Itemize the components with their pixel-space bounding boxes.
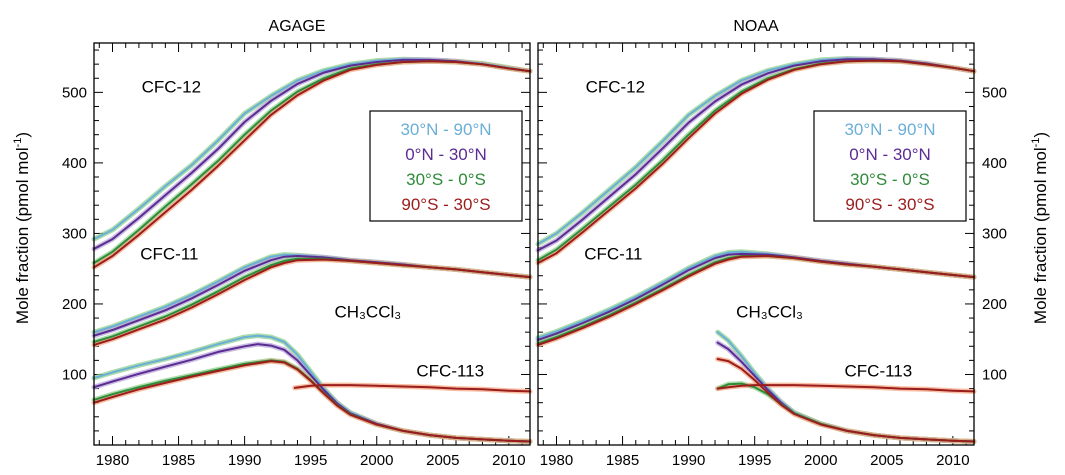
compound-labels-agage: CFC-12 CFC-11 CH₃CCl₃ CFC-113 <box>140 77 484 380</box>
legend-entry-30-s-0-s-noaa: 30°S - 0°S <box>850 170 930 189</box>
y-tick-label-agage: 200 <box>62 296 87 313</box>
series-line-cfc-113-90-s-30-s-agage <box>293 384 531 393</box>
legend-entry-30-s-0-s-agage: 30°S - 0°S <box>406 170 486 189</box>
x-tick-label-noaa: 1980 <box>540 452 573 469</box>
x-tick-label-agage: 1980 <box>96 452 129 469</box>
compound-label-cfc-12-agage: CFC-12 <box>142 77 202 96</box>
y-tick-label-noaa: 400 <box>982 155 1007 172</box>
legend-entry-30-n-90-n-agage: 30°N - 90°N <box>400 120 491 139</box>
x-tick-label-agage: 1985 <box>162 452 195 469</box>
axis-ticks-agage: 1980 1985 1990 1995 2000 2005 2010 100 200 300 400… <box>62 43 530 469</box>
y-tick-label-noaa: 500 <box>982 84 1007 101</box>
series-line-cfc-11-90-s-30-s-agage <box>93 258 531 346</box>
x-tick-label-noaa: 2010 <box>936 452 969 469</box>
panel-agage: AGAGE 1980 1985 1990 1995 2000 2005 2010 100 200… <box>62 18 533 469</box>
x-tick-label-agage: 2000 <box>360 452 393 469</box>
legend-box-agage <box>369 110 523 222</box>
y-tick-label-agage: 300 <box>62 225 87 242</box>
plot-frame-agage <box>93 42 531 446</box>
y-tick-label-agage: 500 <box>62 84 87 101</box>
compound-label-cfc-11-agage: CFC-11 <box>140 245 198 264</box>
panel-noaa: NOAA 1980 1985 1990 1995 2000 2005 2010 100 200 3… <box>535 18 1007 469</box>
x-tick-label-noaa: 2005 <box>870 452 903 469</box>
y-tick-label-noaa: 200 <box>982 296 1007 313</box>
compound-label-cfc-113-agage: CFC-113 <box>416 362 484 381</box>
y-axis-label-left: Mole fraction (pmol mol-1) <box>12 132 32 324</box>
legend-entry-90-s-30-s-agage: 90°S - 30°S <box>401 195 490 214</box>
compound-labels-noaa: CFC-12 CFC-11 CH₃CCl₃ CFC-113 <box>584 77 912 380</box>
compound-label-ch-ccl-noaa: CH₃CCl₃ <box>736 302 803 321</box>
x-tick-label-noaa: 2000 <box>804 452 837 469</box>
legend-noaa: 30°N - 90°N 0°N - 30°N 30°S - 0°S 90°S - 30… <box>813 110 967 222</box>
x-tick-label-agage: 2010 <box>492 452 525 469</box>
legend-box-noaa <box>813 110 967 222</box>
series-line-cfc-12-90-s-30-s-noaa <box>537 59 975 264</box>
compound-label-ch-ccl-agage: CH₃CCl₃ <box>334 302 401 321</box>
series-noaa <box>535 56 977 444</box>
plot-frame-noaa <box>537 42 975 446</box>
legend-entry-0-n-30-n-agage: 0°N - 30°N <box>405 145 487 164</box>
panel-title-agage: AGAGE <box>269 18 326 35</box>
series-line-cfc-12-90-s-30-s-agage <box>93 60 531 269</box>
series-line-ch3ccl3-90-s-30-s-agage <box>93 360 531 443</box>
legend-entry-30-n-90-n-noaa: 30°N - 90°N <box>844 120 935 139</box>
compound-label-cfc-113-noaa: CFC-113 <box>845 362 913 381</box>
x-tick-label-agage: 1990 <box>228 452 261 469</box>
compound-label-cfc-12-noaa: CFC-12 <box>586 77 646 96</box>
x-tick-label-agage: 2005 <box>426 452 459 469</box>
x-tick-label-agage: 1995 <box>294 452 327 469</box>
compound-label-cfc-11-noaa: CFC-11 <box>584 245 642 264</box>
y-tick-label-agage: 400 <box>62 155 87 172</box>
series-line-ch3ccl3-90-s-30-s-noaa <box>716 358 975 443</box>
y-axis-label-right: Mole fraction (pmol mol-1) <box>1030 132 1050 324</box>
x-tick-label-noaa: 1985 <box>606 452 639 469</box>
panel-title-noaa: NOAA <box>733 18 779 35</box>
legend-entry-0-n-30-n-noaa: 0°N - 30°N <box>849 145 931 164</box>
y-tick-label-agage: 100 <box>62 366 87 383</box>
legend-entry-90-s-30-s-noaa: 90°S - 30°S <box>845 195 934 214</box>
series-agage <box>91 56 533 444</box>
y-tick-label-noaa: 300 <box>982 225 1007 242</box>
y-tick-label-noaa: 100 <box>982 366 1007 383</box>
x-tick-label-noaa: 1990 <box>672 452 705 469</box>
series-line-cfc-113-90-s-30-s-noaa <box>716 384 975 393</box>
x-tick-label-noaa: 1995 <box>738 452 771 469</box>
series-line-cfc-11-90-s-30-s-noaa <box>537 255 975 346</box>
axis-ticks-noaa: 1980 1985 1990 1995 2000 2005 2010 100 200 300 400… <box>538 43 1007 469</box>
legend-agage: 30°N - 90°N 0°N - 30°N 30°S - 0°S 90°S - 30… <box>369 110 523 222</box>
